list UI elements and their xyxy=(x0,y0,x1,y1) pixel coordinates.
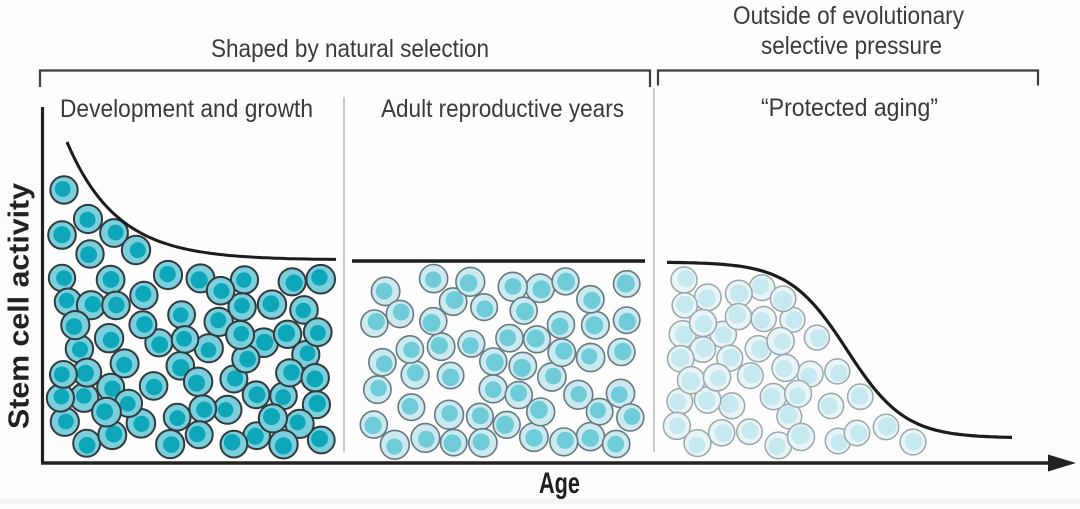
svg-text:Shaped by natural selection: Shaped by natural selection xyxy=(211,35,489,63)
svg-text:Adult reproductive years: Adult reproductive years xyxy=(381,95,624,123)
svg-text:Stem cell activity: Stem cell activity xyxy=(4,183,36,429)
svg-text:Age: Age xyxy=(539,467,580,500)
svg-text:“Protected aging”: “Protected aging” xyxy=(761,94,938,122)
svg-text:selective pressure: selective pressure xyxy=(761,32,942,60)
svg-text:Development and growth: Development and growth xyxy=(60,95,313,123)
svg-text:Outside of evolutionary: Outside of evolutionary xyxy=(733,2,964,30)
